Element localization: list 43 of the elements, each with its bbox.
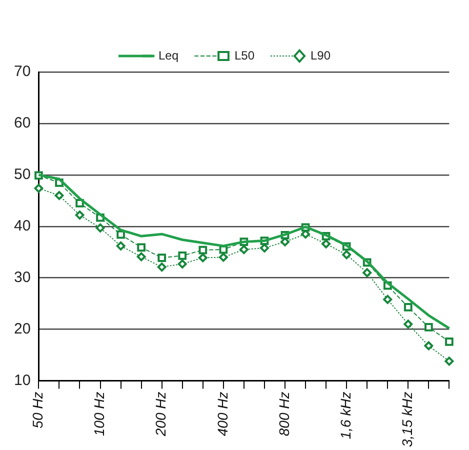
point — [342, 250, 352, 260]
x-tick-label: 3,15 kHz — [399, 392, 416, 447]
y-tick-label: 20 — [14, 320, 31, 338]
point — [96, 223, 105, 232]
x-tick-label: 50 Hz — [30, 392, 46, 428]
x-tick-label: 800 Hz — [276, 392, 292, 436]
legend-label: L50 — [234, 48, 255, 62]
point — [383, 294, 392, 304]
point — [362, 268, 372, 278]
point — [34, 184, 44, 193]
point — [116, 241, 126, 250]
legend-label: Leq — [158, 48, 178, 62]
point — [239, 245, 248, 254]
point — [198, 253, 208, 262]
point — [198, 246, 208, 254]
y-tick-label: 30 — [14, 268, 31, 286]
point — [445, 337, 454, 346]
point — [54, 191, 64, 200]
point — [137, 243, 146, 252]
y-tick-label: 60 — [14, 114, 31, 132]
point — [178, 252, 187, 260]
point — [404, 302, 412, 312]
y-tick-label: 10 — [14, 372, 31, 389]
x-tick-label: 400 Hz — [214, 392, 230, 436]
point — [444, 356, 454, 366]
point — [158, 254, 166, 262]
y-tick-label: 40 — [14, 218, 31, 235]
point — [157, 262, 166, 272]
point — [404, 320, 413, 329]
legend-label: L90 — [310, 48, 331, 62]
x-tick-label: 1,6 kHz — [337, 392, 354, 440]
point — [75, 210, 84, 220]
y-tick-label: 50 — [14, 166, 31, 184]
x-tick-label: 200 Hz — [152, 392, 169, 438]
point — [136, 252, 146, 262]
point — [178, 259, 187, 268]
point — [116, 230, 125, 239]
x-tick-label: 100 Hz — [91, 392, 108, 436]
point — [322, 239, 331, 248]
point — [218, 252, 228, 262]
point — [424, 341, 434, 350]
point — [424, 323, 433, 332]
y-tick-label: 70 — [14, 63, 31, 80]
